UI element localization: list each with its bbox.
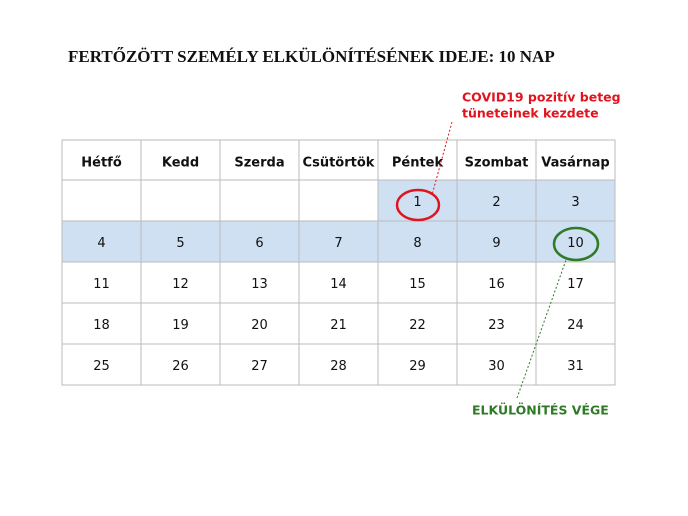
date: 2	[492, 195, 500, 210]
date: 21	[330, 318, 347, 333]
start-note: tüneteinek kezdete	[462, 106, 599, 121]
date: 20	[251, 318, 268, 333]
date: 11	[93, 277, 110, 292]
highlight	[457, 221, 536, 262]
day-name: Szerda	[234, 156, 284, 171]
day-name: Szombat	[465, 156, 529, 171]
calendar: Hétfő Kedd Szerda Csütörtök Péntek Szombat Vas…	[61, 139, 616, 386]
day-name: Csütörtök	[303, 156, 375, 171]
start-note: COVID19 pozitív beteg	[462, 90, 621, 105]
start-pointer	[431, 121, 453, 196]
date: 25	[93, 359, 110, 374]
day-name: Kedd	[162, 156, 199, 171]
title: FERTŐZÖTT SZEMÉLY ELKÜLÖNÍTÉSÉNEK IDEJE:…	[68, 47, 555, 66]
end-pointer	[516, 259, 567, 399]
date: 18	[93, 318, 110, 333]
date: 28	[330, 359, 347, 374]
highlight	[62, 221, 141, 262]
day-name: Hétfő	[81, 156, 122, 171]
day-name: Vasárnap	[541, 156, 609, 171]
date: 10	[567, 236, 584, 251]
date: 3	[571, 195, 579, 210]
date: 5	[176, 236, 184, 251]
day-name: Péntek	[392, 156, 444, 171]
date: 6	[255, 236, 263, 251]
date: 12	[172, 277, 189, 292]
date: 17	[567, 277, 584, 292]
end-circle	[552, 226, 600, 262]
date: 23	[488, 318, 505, 333]
highlight	[536, 180, 615, 221]
date: 22	[409, 318, 426, 333]
date: 16	[488, 277, 505, 292]
date: 14	[330, 277, 347, 292]
date: 13	[251, 277, 268, 292]
date: 27	[251, 359, 268, 374]
date: 19	[172, 318, 189, 333]
date: 1	[413, 195, 421, 210]
date: 15	[409, 277, 426, 292]
highlight	[378, 180, 457, 221]
date: 7	[334, 236, 342, 251]
date: 26	[172, 359, 189, 374]
highlight	[457, 180, 536, 221]
start-circle	[395, 188, 441, 222]
date: 8	[413, 236, 421, 251]
highlight	[220, 221, 299, 262]
date: 9	[492, 236, 500, 251]
date: 24	[567, 318, 584, 333]
date: 30	[488, 359, 505, 374]
highlight	[299, 221, 378, 262]
end-note: ELKÜLÖNÍTÉS VÉGE	[472, 403, 609, 418]
date: 31	[567, 359, 584, 374]
date: 29	[409, 359, 426, 374]
highlight	[378, 221, 457, 262]
date: 4	[97, 236, 105, 251]
highlight	[141, 221, 220, 262]
